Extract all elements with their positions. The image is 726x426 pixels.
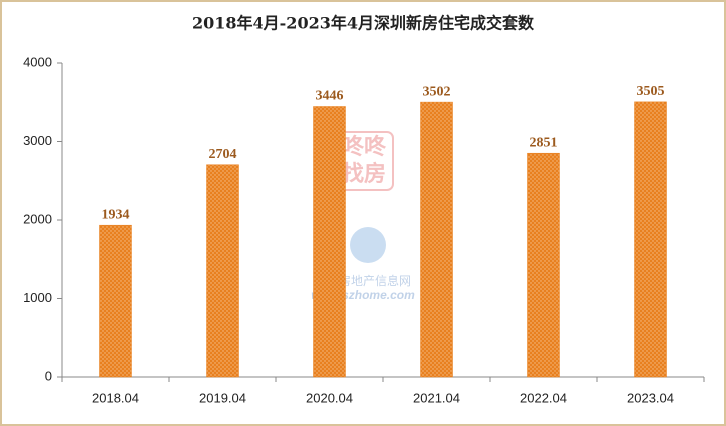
- y-tick-label: 2000: [23, 211, 52, 226]
- x-tick-label: 2023.04: [627, 390, 674, 405]
- x-tick-label: 2019.04: [199, 390, 246, 405]
- value-label: 2851: [530, 135, 558, 150]
- bar: [313, 106, 346, 378]
- x-tick-label: 2022.04: [520, 390, 567, 405]
- watermark-text: 找房: [342, 161, 386, 186]
- y-tick-label: 0: [45, 368, 52, 383]
- bar: [206, 164, 239, 378]
- watermark-logo: [350, 227, 386, 263]
- value-label: 2704: [209, 147, 237, 162]
- bar: [634, 101, 667, 378]
- bar: [420, 101, 453, 378]
- value-label: 3505: [637, 84, 665, 99]
- y-tick-label: 1000: [23, 290, 52, 305]
- watermark-text: 咚咚: [342, 134, 387, 159]
- value-label: 1934: [102, 207, 130, 222]
- x-tick-label: 2018.04: [92, 390, 139, 405]
- value-label: 3502: [423, 84, 451, 99]
- x-tick-label: 2020.04: [306, 390, 353, 405]
- y-tick-label: 3000: [23, 133, 52, 148]
- chart-title: 2018年4月-2023年4月深圳新房住宅成交套数: [192, 14, 535, 33]
- bar: [99, 224, 132, 378]
- y-tick-label: 4000: [23, 54, 52, 69]
- x-tick-label: 2021.04: [413, 390, 460, 405]
- value-label: 3446: [316, 89, 344, 104]
- bar: [527, 152, 560, 378]
